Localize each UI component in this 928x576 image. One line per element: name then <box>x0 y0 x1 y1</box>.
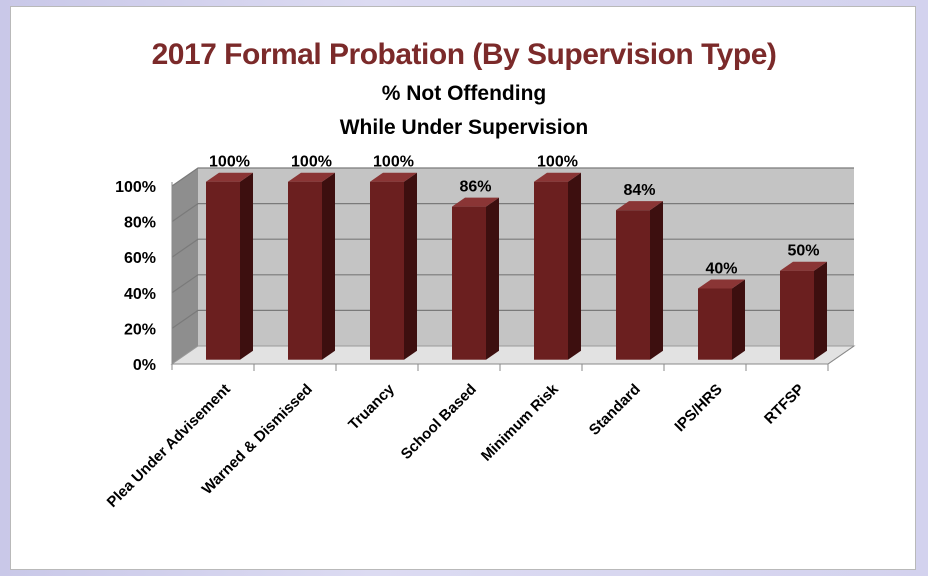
data-label: 84% <box>623 182 655 199</box>
x-category-label: Truancy <box>345 380 398 433</box>
bar-top <box>206 172 253 182</box>
floor <box>170 345 856 365</box>
bar <box>452 206 486 360</box>
data-label: 100% <box>291 154 332 171</box>
bar-top <box>698 279 745 289</box>
bar-top <box>452 197 499 207</box>
bar <box>206 181 240 360</box>
bar-side <box>650 201 663 360</box>
y-tick-label: 100% <box>115 179 156 196</box>
floor-edge <box>827 345 855 365</box>
side-wall <box>172 168 198 364</box>
bar <box>534 181 568 360</box>
bar <box>288 181 322 360</box>
x-category-label: Minimum Risk <box>478 380 562 464</box>
bar-side <box>568 172 581 360</box>
y-tick-label: 80% <box>124 215 156 232</box>
bar-top <box>534 172 581 182</box>
gridline <box>171 167 854 187</box>
x-category-label: IPS/HRS <box>671 381 725 435</box>
bar <box>370 181 404 360</box>
chart-title: 2017 Formal Probation (By Supervision Ty… <box>151 38 777 71</box>
data-label: 50% <box>787 243 819 260</box>
y-tick-label: 20% <box>124 321 156 338</box>
bar-top <box>370 172 417 182</box>
y-tick-label: 60% <box>124 250 156 267</box>
x-category-label: Standard <box>586 381 644 439</box>
chart-subtitle-line-2: While Under Supervision <box>339 116 589 139</box>
back-wall <box>198 168 854 346</box>
data-label: 100% <box>209 154 250 171</box>
chart-subtitle-line-1: % Not Offending <box>381 82 547 105</box>
bar <box>780 270 814 360</box>
bar <box>616 210 650 360</box>
bar-top <box>780 261 827 271</box>
bar-top <box>616 201 663 211</box>
bar-side <box>404 172 417 360</box>
bar-side <box>486 197 499 360</box>
y-tick-label: 0% <box>133 357 156 374</box>
bar-side <box>240 172 253 360</box>
bar-side <box>322 172 335 360</box>
x-category-label: School Based <box>398 381 480 463</box>
bar-side <box>732 279 745 360</box>
x-category-label: RTFSP <box>761 381 808 428</box>
data-label: 86% <box>459 179 491 196</box>
bar-top <box>288 172 335 182</box>
data-label: 100% <box>373 154 414 171</box>
data-label: 40% <box>705 261 737 278</box>
y-tick-label: 40% <box>124 286 156 303</box>
bar <box>698 288 732 360</box>
data-label: 100% <box>537 154 578 171</box>
bar-side <box>814 261 827 360</box>
